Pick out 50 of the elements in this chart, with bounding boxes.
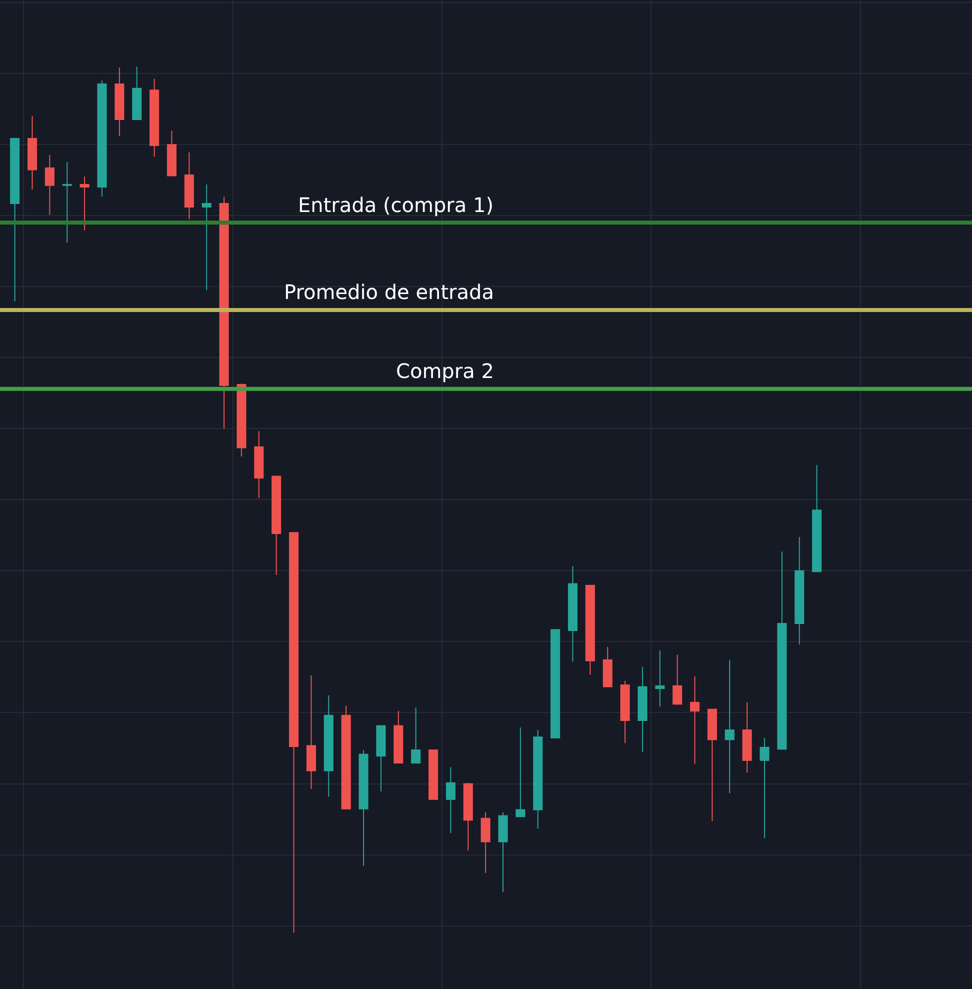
candlestick [114,67,124,136]
candlestick [184,152,194,220]
ref-line-label: Promedio de entrada [284,280,494,304]
candlestick [341,705,351,810]
candlestick [394,710,404,764]
candlestick [690,676,700,764]
candlestick [411,707,421,764]
candlestick [777,551,787,750]
candlestick [202,184,212,291]
candlestick [10,137,20,302]
candlestick [132,66,142,120]
candlestick [760,737,770,839]
candlestick [463,782,473,851]
candlestick [550,629,560,738]
candlestick [568,566,578,662]
candlestick [324,694,334,798]
candlestick [80,176,90,231]
candlestick [742,702,752,773]
candlestick [166,130,177,176]
candlestick [236,383,246,457]
candlestick [602,646,612,688]
candlestick [655,650,665,708]
candlestick [480,812,490,874]
candlestick [306,675,316,790]
candlestick [724,659,734,794]
candlestick [254,430,264,498]
candlestick [707,708,717,822]
ref-line-label: Entrada (compra 1) [298,193,494,217]
candlestick [272,474,282,576]
candlestick [585,584,595,676]
candlestick [358,749,368,867]
candlestick [62,161,72,243]
candlestick [794,536,804,645]
ref-line-label: Compra 2 [396,359,494,383]
candlestick [97,80,107,198]
candlestick [516,726,526,818]
candlestick [498,812,508,893]
candlestick [428,749,438,800]
candlestick [150,78,160,158]
candlestick [219,196,229,430]
candlestick [376,725,386,792]
candlestick [672,654,682,705]
candlestick [620,680,630,744]
candlestick [289,532,299,934]
candlestick [27,116,38,190]
candlestick [446,766,456,834]
candlestick [44,154,54,216]
candlestick [812,464,822,572]
candlestick [638,666,648,752]
candlestick [533,730,543,830]
